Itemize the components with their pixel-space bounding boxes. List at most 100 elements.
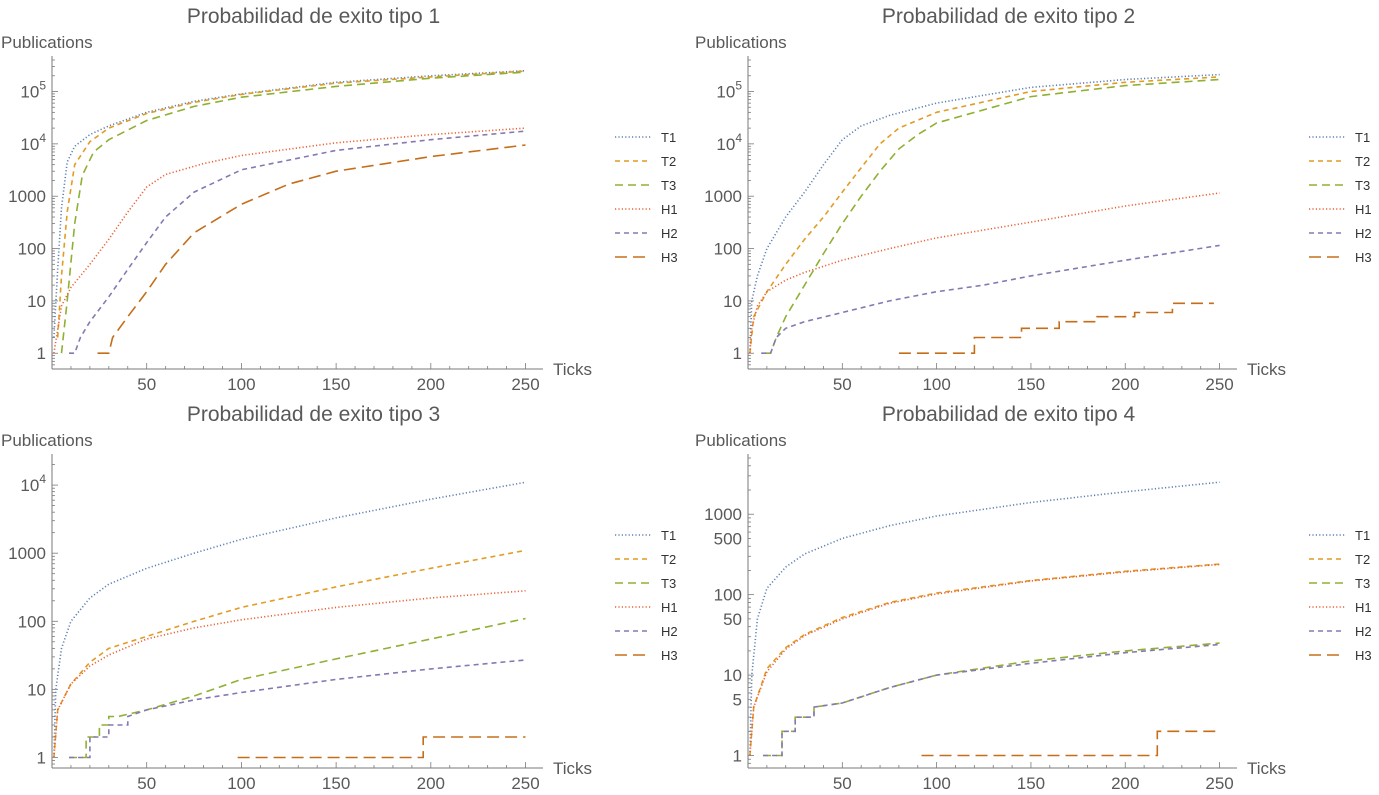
x-tick-label: 50: [137, 774, 156, 793]
y-tick-label: 100: [714, 240, 742, 259]
series-line-h1: [53, 590, 526, 758]
chart-panel-1: Probabilidad de exito tipo 1 Publications…: [1, 5, 678, 394]
legend: T1 T2 T3 H1 H2 H3: [1309, 130, 1372, 265]
y-tick-label: 100: [18, 612, 46, 631]
y-tick-label: 100: [714, 586, 742, 605]
series-line-t1: [53, 69, 526, 338]
x-axis-label: Ticks: [1247, 759, 1286, 778]
y-axis-label: Publications: [695, 431, 787, 450]
x-tick-label: 100: [227, 774, 255, 793]
x-tick-label: 200: [417, 774, 445, 793]
series-line-h2: [69, 130, 526, 354]
x-tick-label: 150: [1017, 375, 1045, 394]
y-tick-label: 1: [733, 344, 742, 363]
legend-label-t1: T1: [661, 130, 676, 145]
x-tick-label: 50: [833, 375, 852, 394]
y-axis-label: Publications: [1, 33, 93, 52]
y-tick-label: 104: [716, 131, 742, 154]
series-line-t3: [763, 642, 1220, 757]
chart-title: Probabilidad de exito tipo 4: [882, 403, 1136, 426]
legend: T1 T2 T3 H1 H2 H3: [615, 528, 678, 663]
y-tick-label: 10: [723, 292, 742, 311]
legend-label-t1: T1: [661, 528, 676, 543]
x-tick-label: 250: [511, 375, 539, 394]
legend-label-h3: H3: [661, 648, 678, 663]
chart-title: Probabilidad de exito tipo 1: [187, 5, 440, 28]
series-line-h1: [749, 563, 1220, 756]
series-line-t1: [749, 73, 1220, 354]
y-tick-label: 5: [733, 690, 742, 709]
y-tick-label: 1: [733, 747, 742, 766]
chart-panel-4: Probabilidad de exito tipo 4 Publications…: [695, 403, 1372, 793]
legend: T1 T2 T3 H1 H2 H3: [615, 130, 678, 265]
series-line-t3: [765, 78, 1220, 354]
chart-panel-3: Probabilidad de exito tipo 3 Publications…: [1, 403, 678, 793]
y-tick-label: 100: [18, 240, 46, 259]
chart-title: Probabilidad de exito tipo 3: [187, 403, 440, 426]
y-tick-label: 1000: [8, 544, 46, 563]
x-tick-label: 100: [922, 774, 950, 793]
legend-label-t1: T1: [1355, 528, 1370, 543]
series-line-h3: [898, 302, 1214, 354]
series-line-t1: [749, 481, 1220, 756]
legend-label-t3: T3: [661, 178, 676, 193]
chart-panel-2: Probabilidad de exito tipo 2 Publications…: [695, 5, 1372, 394]
x-tick-label: 100: [922, 375, 950, 394]
legend-label-t3: T3: [1355, 576, 1370, 591]
series-line-h2: [69, 659, 526, 759]
x-axis-label: Ticks: [553, 360, 592, 379]
y-tick-label: 10: [27, 680, 46, 699]
legend-label-t1: T1: [1355, 130, 1370, 145]
legend-label-h2: H2: [1355, 226, 1372, 241]
series-line-h1: [53, 127, 526, 354]
series-line-h2: [761, 244, 1220, 354]
legend-label-t2: T2: [661, 552, 676, 567]
y-tick-label: 500: [714, 529, 742, 548]
series-line-t3: [60, 71, 526, 354]
legend-label-h1: H1: [661, 202, 678, 217]
y-tick-label: 105: [20, 79, 46, 102]
x-tick-label: 200: [417, 375, 445, 394]
x-tick-label: 150: [322, 774, 350, 793]
legend-label-h2: H2: [1355, 624, 1372, 639]
legend: T1 T2 T3 H1 H2 H3: [1309, 528, 1372, 663]
legend-label-h3: H3: [661, 250, 678, 265]
legend-label-h1: H1: [1355, 202, 1372, 217]
series-line-t2: [53, 549, 526, 758]
x-tick-label: 100: [227, 375, 255, 394]
legend-label-h2: H2: [661, 226, 678, 241]
y-tick-label: 1000: [704, 505, 742, 524]
y-tick-label: 104: [20, 131, 46, 154]
series-line-t2: [749, 563, 1220, 756]
y-tick-label: 104: [20, 472, 46, 495]
y-tick-label: 1000: [8, 187, 46, 206]
series-line-h1: [749, 192, 1220, 354]
x-tick-label: 150: [1017, 774, 1045, 793]
series-line-t2: [56, 70, 526, 338]
y-axis-label: Publications: [695, 33, 787, 52]
series-line-h3: [921, 730, 1220, 757]
chart-title: Probabilidad de exito tipo 2: [882, 5, 1135, 28]
series-line-t3: [69, 617, 526, 759]
y-tick-label: 1: [37, 748, 46, 767]
legend-label-h2: H2: [661, 624, 678, 639]
legend-label-t2: T2: [661, 154, 676, 169]
x-tick-label: 50: [833, 774, 852, 793]
series-line-h3: [97, 144, 526, 354]
legend-label-h1: H1: [661, 600, 678, 615]
legend-label-t3: T3: [1355, 178, 1370, 193]
legend-label-t2: T2: [1355, 552, 1370, 567]
series-line-t2: [749, 76, 1220, 354]
series-line-t1: [53, 481, 526, 758]
legend-label-t3: T3: [661, 576, 676, 591]
legend-label-t2: T2: [1355, 154, 1370, 169]
legend-label-h1: H1: [1355, 600, 1372, 615]
x-tick-label: 250: [1205, 774, 1233, 793]
y-tick-label: 10: [27, 292, 46, 311]
y-tick-label: 105: [716, 79, 742, 102]
y-tick-label: 1: [37, 344, 46, 363]
x-tick-label: 250: [1205, 375, 1233, 394]
y-axis-label: Publications: [1, 431, 93, 450]
series-line-h3: [237, 736, 526, 759]
